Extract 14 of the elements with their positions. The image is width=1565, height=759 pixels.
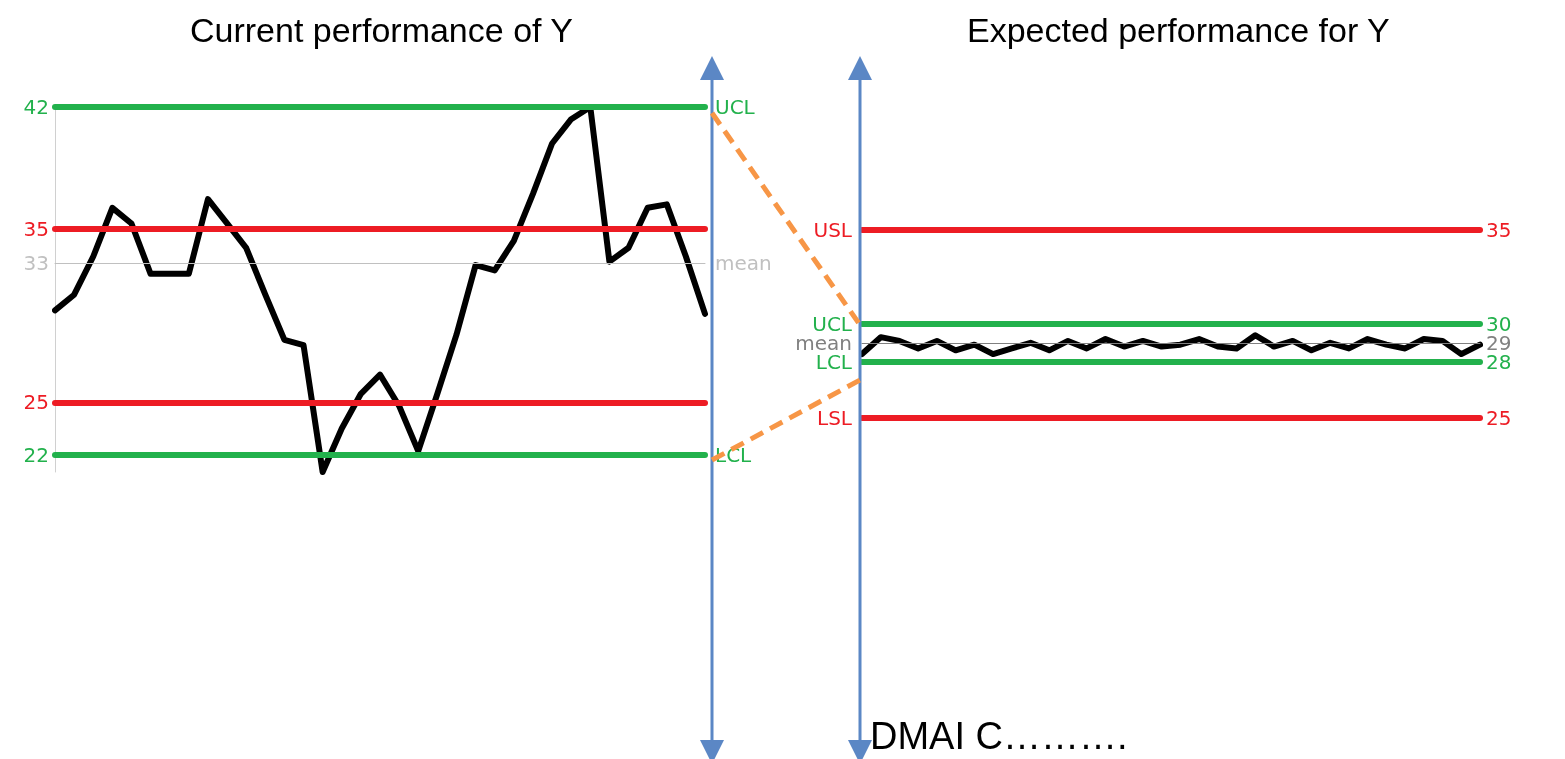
y-tick-label: 22	[23, 442, 49, 467]
y-tick-label: 25	[1486, 406, 1512, 430]
text: DMAI C……….	[870, 715, 1128, 757]
y-tick-label: 35	[1486, 218, 1512, 242]
ref-line-label: mean	[715, 251, 772, 276]
ref-line-label: UCL	[715, 95, 756, 119]
ref-line-label: LSL	[817, 406, 853, 430]
chart-title: Expected performance for Y	[967, 11, 1390, 49]
y-tick-label: 25	[23, 390, 49, 415]
y-tick-label: 35	[23, 216, 49, 241]
ref-line-label: USL	[813, 218, 853, 242]
y-tick-label: 33	[23, 251, 49, 276]
y-tick-label: 42	[23, 95, 49, 119]
chart-title: Current performance of Y	[190, 11, 573, 49]
